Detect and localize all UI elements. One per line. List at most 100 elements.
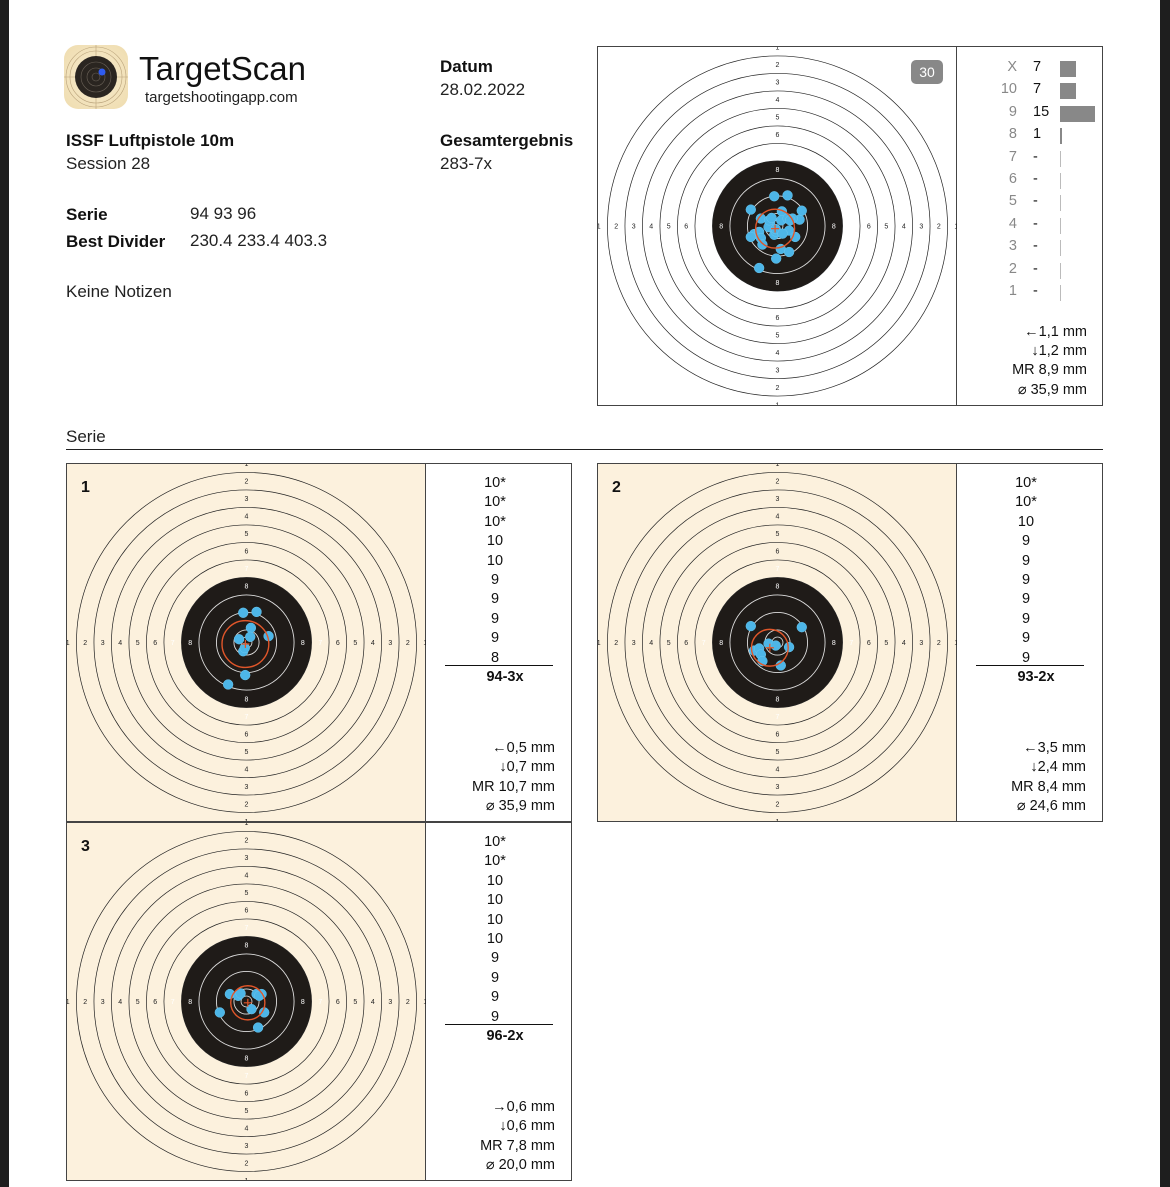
- ring-number: 4: [776, 97, 780, 104]
- histogram: X 7 10 7 9 15 8 1 7-6-5-4-3-2-1-: [957, 47, 1103, 405]
- histogram-row: 1-: [957, 283, 1103, 303]
- ring-number: 7: [318, 640, 322, 647]
- ring-count: -: [1033, 283, 1038, 299]
- overview-target: 1 1 1 1 2 2 2 2 3 3 3 3 4 4 4 4 5 5 5 5 6 6 6 6 7 7 7 7 8 8 8 8: [597, 45, 959, 410]
- serie-label: Serie: [66, 205, 108, 224]
- series-target: 1 1 1 1 2 2 2 2 3 3 3 3 4 4 4 4 5 5 5 5 6 6 6 6 7 7 7 7 8 8 8 8: [597, 461, 959, 826]
- ring-number: 7: [776, 297, 780, 304]
- shot-score: 10*: [484, 853, 506, 870]
- ring-number: 7: [171, 999, 175, 1006]
- mean-radius: MR 8,9 mm: [1012, 362, 1087, 378]
- ring-number: 6: [776, 315, 780, 322]
- ring-number: 2: [406, 640, 410, 647]
- series-target: 1 1 1 1 2 2 2 2 3 3 3 3 4 4 4 4 5 5 5 5 6 6 6 6 7 7 7 7 8 8 8 8: [66, 820, 428, 1185]
- ring-number: 3: [776, 80, 780, 87]
- ring-number: 8: [301, 999, 305, 1006]
- shot-hole: [252, 1022, 264, 1033]
- app-logo: [64, 45, 128, 109]
- shot-score: 9: [1021, 649, 1031, 666]
- shot-hole: [783, 641, 795, 653]
- ring-number: 2: [245, 479, 249, 486]
- ring-label: 10: [1000, 81, 1017, 98]
- ring-number: 4: [902, 224, 906, 231]
- ring-number: 4: [118, 999, 122, 1006]
- histogram-row: 10 7: [957, 81, 1103, 101]
- ring-number: 7: [318, 999, 322, 1006]
- series-total: 94-3x: [486, 669, 524, 685]
- total-value: 283-7x: [440, 154, 492, 173]
- ring-8: [729, 177, 826, 275]
- ring-number: 3: [776, 367, 780, 374]
- ring-10: [233, 988, 260, 1015]
- shot-score: 8: [490, 649, 500, 666]
- mean-radius-circle: [230, 985, 266, 1021]
- ring-number: 7: [702, 640, 706, 647]
- series-box-3: 11112222333344445555666677778888 3 10*10…: [66, 820, 572, 1185]
- ring-8: [198, 953, 295, 1050]
- ring-number: 1: [67, 999, 70, 1006]
- shot-hole: [766, 212, 777, 224]
- ring-number: 1: [245, 819, 249, 821]
- ring-number: 1: [776, 402, 780, 405]
- ring-number: 1: [598, 224, 601, 231]
- ring-number: 5: [884, 224, 888, 231]
- ring-number: 2: [937, 640, 941, 647]
- histogram-bar: [1060, 262, 1061, 279]
- ring-number: 5: [776, 749, 780, 756]
- series-number: 3: [81, 838, 90, 855]
- score-list: 10* 10* 10* 10 10 9 9 9 9 8 94-3x: [426, 474, 572, 685]
- ring-label: 4: [1008, 215, 1017, 232]
- ring-number: 5: [667, 640, 671, 647]
- ring-number: 4: [902, 640, 906, 647]
- ring-number: 8: [245, 696, 249, 703]
- ring-count: 1: [1033, 126, 1042, 143]
- offset-y: ↓2,4 mm: [1030, 759, 1086, 776]
- shot-hole: [245, 622, 257, 633]
- shot-score: 9: [1021, 591, 1031, 608]
- ring-number: 6: [153, 640, 157, 647]
- shot-score: 9: [1021, 630, 1031, 647]
- mean-radius-circle: [754, 208, 796, 249]
- shot-hole: [240, 669, 251, 681]
- ring-count: 7: [1033, 81, 1042, 98]
- ring-7: [181, 577, 312, 708]
- session-name: Session 28: [66, 154, 151, 173]
- ring-9: [215, 970, 278, 1033]
- ring-number: 5: [136, 640, 140, 647]
- shot-hole: [233, 634, 245, 645]
- offset-y: ↓0,6 mm: [499, 1118, 555, 1135]
- ring-count: -: [1033, 148, 1038, 165]
- ring-7: [181, 936, 312, 1067]
- group-diameter: ⌀ 35,9 mm: [485, 798, 555, 815]
- ring-number: 5: [776, 531, 780, 538]
- histogram-bar: [1060, 105, 1095, 122]
- shot-score: 10*: [1015, 494, 1037, 511]
- shot-score: 10: [486, 872, 504, 889]
- ring-number: 7: [245, 925, 249, 932]
- score-list: 10* 10* 10 10 10 10 9 9 9 9 96-2x: [426, 833, 572, 1044]
- shot-hole: [235, 988, 246, 999]
- ring-number: 2: [245, 1160, 249, 1167]
- ring-label: 8: [1008, 126, 1017, 143]
- group-diameter: ⌀ 20,0 mm: [485, 1157, 555, 1174]
- ring-number: 5: [776, 332, 780, 339]
- mean-radius-circle: [750, 628, 789, 667]
- offset-x: →0,6 mm: [492, 1099, 555, 1115]
- series-number: 1: [81, 479, 90, 496]
- ring-number: 2: [245, 838, 249, 845]
- offset-y: ↓0,7 mm: [499, 759, 555, 776]
- ring-label: 9: [1008, 103, 1017, 120]
- ring-number: 8: [776, 167, 780, 174]
- ring-number: 3: [388, 999, 392, 1006]
- ring-number: 6: [245, 908, 249, 915]
- divider-label: Best Divider: [66, 232, 166, 251]
- histogram-bar: [1060, 83, 1077, 100]
- divider: [66, 449, 1103, 450]
- ring-number: 2: [83, 640, 87, 647]
- ring-9: [746, 611, 809, 674]
- group-diameter: ⌀ 35,9 mm: [1017, 382, 1087, 398]
- ring-number: 5: [245, 749, 249, 756]
- ring-number: 4: [776, 514, 780, 521]
- ring-number: 5: [353, 640, 357, 647]
- ring-number: 3: [632, 640, 636, 647]
